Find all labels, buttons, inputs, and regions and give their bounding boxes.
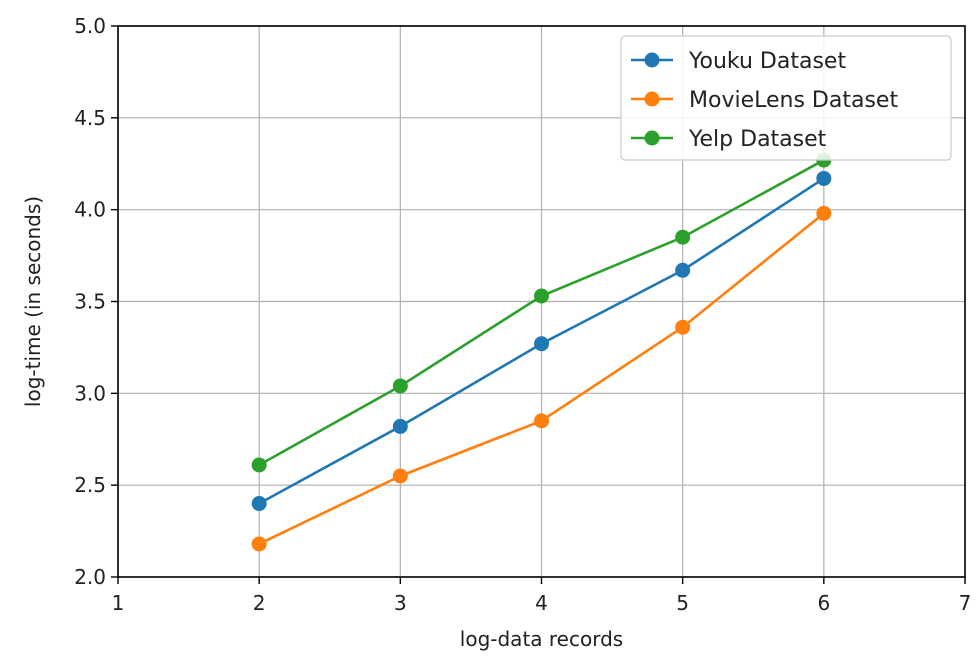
- x-tick-label: 3: [394, 591, 407, 615]
- youku-dataset-point: [534, 336, 549, 352]
- y-tick-label: 3.0: [74, 381, 106, 405]
- movielens-dataset-point: [534, 413, 549, 429]
- legend-marker: [644, 130, 660, 146]
- y-tick-label: 3.5: [74, 290, 106, 314]
- legend-label: Youku Dataset: [688, 49, 846, 74]
- legend-marker: [644, 91, 660, 107]
- legend-label: Yelp Dataset: [688, 127, 827, 152]
- legend-item-movielens-dataset: MovieLens Dataset: [631, 88, 898, 113]
- youku-dataset-point: [251, 496, 267, 512]
- youku-dataset-point: [675, 262, 691, 278]
- x-tick-label: 2: [253, 591, 266, 615]
- movielens-dataset-point: [251, 536, 267, 552]
- y-tick-label: 2.5: [74, 473, 106, 497]
- legend-item-youku-dataset: Youku Dataset: [631, 49, 846, 74]
- movielens-dataset-series: [251, 205, 832, 552]
- x-tick-label: 7: [959, 591, 972, 615]
- y-tick-label: 4.0: [74, 198, 106, 222]
- legend-item-yelp-dataset: Yelp Dataset: [631, 127, 827, 152]
- y-axis-title: log-time (in seconds): [21, 196, 45, 407]
- legend-box: [620, 35, 952, 161]
- movielens-dataset-point: [816, 205, 832, 221]
- ticks: 1 2 3 4 5 6 7 2.0 2.5 3.0 3.5 4.0 4.5 5.0: [74, 14, 971, 615]
- yelp-dataset-point: [392, 378, 408, 394]
- youku-dataset-point: [816, 170, 832, 186]
- yelp-dataset-point: [534, 288, 549, 304]
- yelp-dataset-point: [675, 229, 691, 245]
- yelp-dataset-series: [251, 152, 832, 473]
- x-tick-label: 1: [112, 591, 125, 615]
- x-axis-title: log-data records: [460, 627, 623, 651]
- legend: Youku Dataset MovieLens Dataset Yelp Datas…: [620, 35, 952, 161]
- yelp-dataset-point: [251, 457, 267, 473]
- series-layer: [251, 152, 832, 552]
- x-tick-label: 5: [676, 591, 689, 615]
- legend-label: MovieLens Dataset: [689, 88, 898, 113]
- youku-dataset-series: [251, 170, 832, 512]
- x-tick-label: 6: [817, 591, 830, 615]
- y-tick-label: 2.0: [74, 565, 106, 589]
- movielens-dataset-point: [675, 319, 691, 335]
- movielens-dataset-point: [392, 468, 408, 484]
- youku-dataset-point: [392, 418, 408, 434]
- x-tick-label: 4: [535, 591, 548, 615]
- legend-marker: [644, 52, 660, 68]
- y-tick-label: 4.5: [74, 106, 106, 130]
- y-tick-label: 5.0: [74, 14, 106, 38]
